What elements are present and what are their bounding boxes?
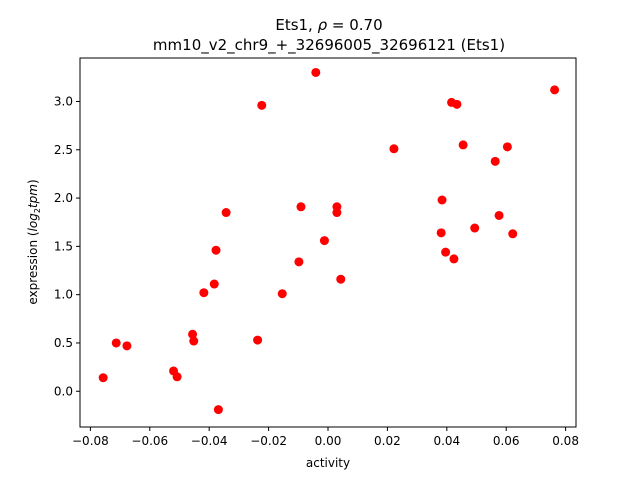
data-point-13 bbox=[257, 100, 267, 110]
data-point-9 bbox=[211, 245, 221, 255]
x-tick-label: −0.08 bbox=[72, 434, 109, 448]
data-point-17 bbox=[311, 67, 321, 77]
data-point-28 bbox=[452, 99, 462, 109]
x-axis-ticks: −0.08 −0.06 −0.04 −0.02 0.00 0.02 0.04 0.06 0.08 bbox=[72, 427, 579, 448]
data-point-1 bbox=[111, 338, 121, 348]
data-point-5 bbox=[188, 329, 198, 339]
data-point-32 bbox=[494, 210, 504, 220]
x-tick-label: 0.02 bbox=[374, 434, 401, 448]
data-point-16 bbox=[296, 202, 306, 212]
chart-subtitle: mm10_v2_chr9_+_32696005_32696121 (Ets1) bbox=[153, 36, 505, 55]
y-tick-label: 2.0 bbox=[54, 191, 73, 205]
data-point-30 bbox=[470, 223, 480, 233]
data-point-11 bbox=[221, 208, 231, 218]
y-tick-label: 0.5 bbox=[54, 336, 73, 350]
data-point-4 bbox=[172, 372, 182, 382]
data-point-35 bbox=[550, 85, 560, 95]
x-tick-label: 0.08 bbox=[552, 434, 579, 448]
x-axis-label: activity bbox=[306, 456, 350, 470]
data-point-34 bbox=[508, 229, 518, 239]
y-tick-label: 0.0 bbox=[54, 384, 73, 398]
data-point-20 bbox=[332, 208, 342, 218]
data-point-31 bbox=[490, 156, 500, 166]
data-point-10 bbox=[213, 405, 223, 415]
data-point-21 bbox=[336, 274, 346, 284]
y-axis-ticks: 0.0 0.5 1.0 1.5 2.0 2.5 3.0 bbox=[54, 94, 80, 398]
y-tick-label: 1.5 bbox=[54, 239, 73, 253]
data-point-6 bbox=[189, 336, 199, 346]
data-point-27 bbox=[449, 254, 459, 264]
data-point-14 bbox=[277, 289, 287, 299]
y-tick-label: 1.0 bbox=[54, 288, 73, 302]
data-point-29 bbox=[458, 140, 468, 150]
data-point-7 bbox=[199, 288, 209, 298]
x-tick-label: 0.04 bbox=[433, 434, 460, 448]
y-tick-label: 2.5 bbox=[54, 143, 73, 157]
x-tick-label: −0.04 bbox=[191, 434, 228, 448]
data-point-33 bbox=[502, 142, 512, 152]
data-point-12 bbox=[253, 335, 263, 345]
data-point-0 bbox=[98, 373, 108, 383]
data-point-24 bbox=[437, 195, 447, 205]
x-tick-label: −0.06 bbox=[131, 434, 168, 448]
y-tick-label: 3.0 bbox=[54, 94, 73, 108]
x-tick-label: −0.02 bbox=[250, 434, 287, 448]
data-point-15 bbox=[294, 257, 304, 267]
data-points bbox=[98, 67, 560, 415]
data-point-25 bbox=[441, 247, 451, 257]
data-point-23 bbox=[436, 228, 446, 238]
data-point-22 bbox=[389, 144, 399, 154]
chart-title: Ets1, ρ = 0.70 bbox=[275, 16, 382, 34]
x-tick-label: 0.06 bbox=[493, 434, 520, 448]
x-tick-label: 0.00 bbox=[315, 434, 342, 448]
y-axis-label: expression (log2tpm) bbox=[26, 179, 42, 304]
data-point-2 bbox=[122, 341, 132, 351]
data-point-8 bbox=[209, 279, 219, 289]
data-point-18 bbox=[319, 236, 329, 246]
